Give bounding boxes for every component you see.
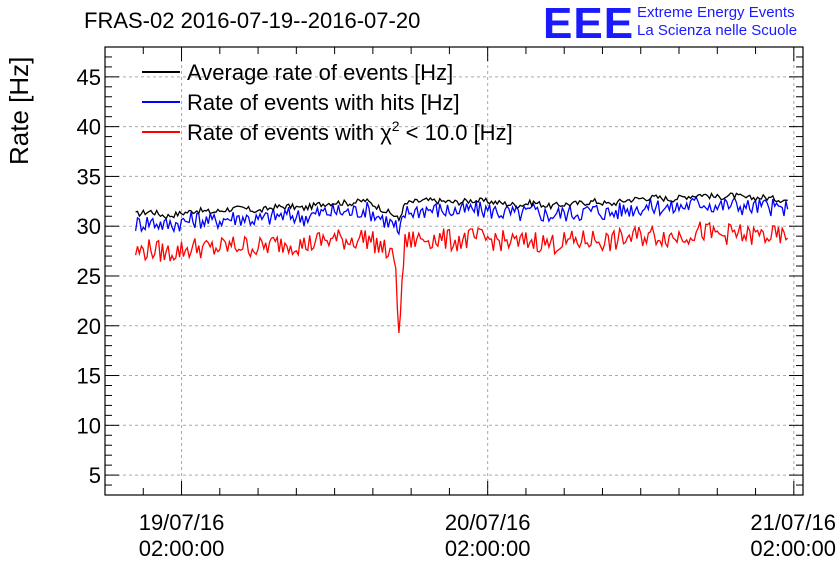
series-hits-line	[134, 195, 789, 236]
x-tick-date: 21/07/16	[750, 510, 836, 535]
y-tick-label: 10	[77, 413, 101, 438]
legend-entry: Rate of events with hits [Hz]	[187, 90, 460, 115]
x-tick-label: 19/07/16 02:00:00	[122, 510, 242, 562]
y-tick-label: 25	[77, 264, 101, 289]
plot-frame	[104, 46, 804, 496]
x-tick-date: 19/07/16	[138, 510, 225, 535]
series-chi2-line	[134, 221, 789, 333]
y-tick-label: 20	[77, 314, 101, 339]
y-tick-label: 30	[77, 214, 101, 239]
y-tick-label: 35	[77, 164, 101, 189]
y-tick-label: 45	[77, 65, 101, 90]
legend-entry: Average rate of events [Hz]	[187, 60, 453, 85]
logo-text: Extreme Energy Events La Scienza nelle S…	[637, 4, 797, 40]
y-tick-label: 5	[89, 463, 101, 488]
x-tick-label: 21/07/16 02:00:00	[716, 510, 836, 562]
x-tick-time: 02:00:00	[444, 536, 531, 561]
logo-line-1: Extreme Energy Events	[637, 4, 795, 21]
x-tick-label: 20/07/16 02:00:00	[428, 510, 548, 562]
eee-logo: EEE	[543, 0, 635, 48]
chart-title: FRAS-02 2016-07-19--2016-07-20	[84, 8, 421, 33]
logo-line-2: La Scienza nelle Scuole	[637, 22, 798, 39]
series-average-line	[135, 191, 788, 223]
y-tick-label: 15	[77, 364, 101, 389]
x-tick-time: 02:00:00	[138, 536, 225, 561]
y-tick-label: 40	[77, 115, 101, 140]
legend-entry: Rate of events with χ2 < 10.0 [Hz]	[187, 118, 513, 145]
x-tick-date: 20/07/16	[444, 510, 531, 535]
x-tick-time: 02:00:00	[750, 536, 836, 561]
